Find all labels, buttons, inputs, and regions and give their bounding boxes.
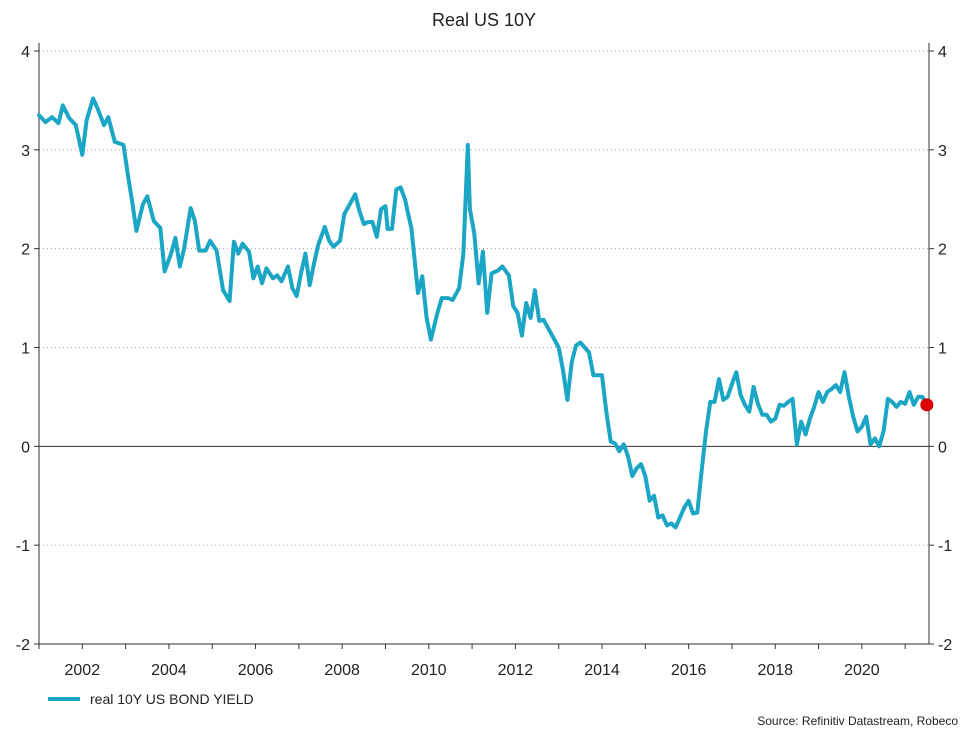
x-tick-label: 2002 (65, 662, 101, 679)
series-layer (37, 96, 934, 530)
tick-labels: 4 4 3 3 2 2 1 1 0 0 -1 -1 -2 -2 2002 2004 2006 2008 2010 20… (16, 44, 953, 679)
y-tick-label-right: 4 (938, 44, 947, 61)
y-tick-label-right: 2 (938, 242, 947, 259)
grid-layer (39, 50, 929, 546)
x-tick-label: 2010 (411, 662, 447, 679)
y-tick-label-left: 3 (21, 143, 30, 160)
y-tick-label-right: 0 (938, 439, 947, 456)
legend: real 10Y US BOND YIELD (48, 691, 254, 707)
y-tick-label-right: -1 (938, 538, 952, 555)
y-tick-label-left: -2 (16, 637, 30, 654)
x-tick-label: 2012 (498, 662, 534, 679)
y-tick-label-left: -1 (16, 538, 30, 555)
source-note: Source: Refinitiv Datastream, Robeco (757, 714, 958, 728)
y-tick-label-right: -2 (938, 637, 952, 654)
y-tick-label-left: 4 (21, 44, 30, 61)
x-tick-label: 2016 (671, 662, 707, 679)
y-tick-label-right: 3 (938, 143, 947, 160)
y-tick-label-right: 1 (938, 341, 947, 358)
x-tick-label: 2008 (324, 662, 360, 679)
legend-label: real 10Y US BOND YIELD (90, 691, 254, 707)
x-tick-label: 2006 (238, 662, 274, 679)
y-tick-label-left: 1 (21, 341, 30, 358)
x-tick-label: 2020 (844, 662, 880, 679)
series-line-real-10y (37, 96, 929, 530)
latest-value-marker (920, 398, 934, 412)
y-tick-label-left: 0 (21, 439, 30, 456)
y-tick-label-left: 2 (21, 242, 30, 259)
axis-layer (34, 43, 934, 649)
x-tick-label: 2004 (151, 662, 187, 679)
chart-title: Real US 10Y (432, 10, 536, 30)
x-tick-label: 2018 (757, 662, 793, 679)
x-tick-label: 2014 (584, 662, 620, 679)
